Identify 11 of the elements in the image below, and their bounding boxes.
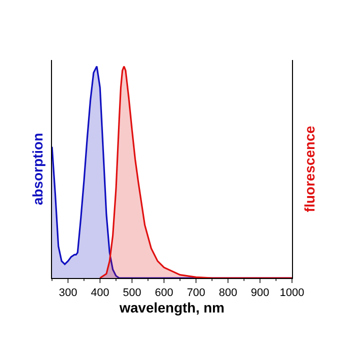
x-tick-label: 700 <box>186 287 206 300</box>
x-tick-label: 900 <box>250 287 270 300</box>
x-tick-label: 400 <box>90 287 110 300</box>
y2-axis-title: fluorescence <box>301 126 318 212</box>
x-tick-label: 500 <box>122 287 142 300</box>
x-tick-label: 600 <box>154 287 174 300</box>
x-tick-label: 1000 <box>280 287 304 300</box>
y-axis-title: absorption <box>30 132 46 206</box>
x-tick-label: 800 <box>218 287 238 300</box>
x-axis-title: wavelength, nm <box>118 300 225 316</box>
x-tick-label: 300 <box>58 287 78 300</box>
